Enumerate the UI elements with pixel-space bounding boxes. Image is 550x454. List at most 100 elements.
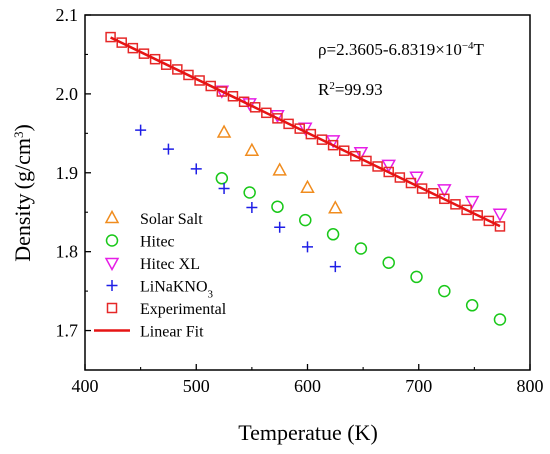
data-point [361, 155, 372, 167]
data-point [439, 193, 450, 205]
data-point [350, 150, 361, 162]
data-point [381, 159, 396, 173]
plot-marks [105, 31, 508, 326]
data-point [215, 172, 229, 185]
data-point [438, 284, 451, 298]
legend: Solar Salt Hitec Hitec XL LiNaKNO3Experimen… [94, 209, 227, 341]
data-point [216, 124, 232, 138]
data-point [394, 172, 406, 183]
data-point [492, 208, 508, 222]
data-point [409, 171, 424, 185]
data-point [298, 122, 313, 136]
legend-item-hitec: Hitec [105, 234, 175, 251]
data-point [294, 123, 305, 134]
data-point [274, 221, 286, 233]
data-point [305, 128, 317, 140]
x-tick-label: 600 [294, 376, 321, 396]
x-axis-title: Temperatue (K) [238, 420, 378, 445]
data-point [243, 186, 256, 199]
data-point [494, 221, 506, 232]
data-point [354, 242, 368, 255]
y-axis-title: Density(g/cm3) [10, 124, 35, 262]
data-point [300, 179, 315, 194]
data-point [410, 270, 423, 284]
legend-label: Hitec XL [140, 256, 200, 273]
series-linakno [135, 124, 341, 273]
data-point [464, 195, 480, 210]
x-tick-label: 800 [517, 376, 544, 396]
x-tick-label: 500 [183, 376, 210, 396]
data-point [205, 80, 216, 92]
data-point [190, 163, 202, 175]
data-point [149, 53, 161, 65]
legend-item-linear-fit: Linear Fit [94, 324, 204, 341]
data-point [427, 188, 439, 199]
series-experimental [105, 31, 506, 232]
data-point [465, 299, 479, 312]
data-point [261, 107, 272, 119]
data-point [316, 134, 328, 145]
data-point [405, 177, 417, 189]
y-tick-label: 2.1 [56, 5, 79, 25]
data-point [138, 48, 150, 59]
data-point [302, 241, 313, 253]
legend-label: Solar Salt [140, 211, 203, 228]
x-tick-label: 700 [405, 376, 432, 396]
legend-label: Hitec [140, 234, 175, 251]
data-point [329, 261, 341, 273]
data-point [194, 75, 205, 86]
series-hitec [215, 172, 507, 326]
legend-label: LiNaKNO3 [140, 279, 214, 301]
series-linear-fit [110, 36, 501, 228]
data-point [382, 256, 395, 269]
legend-marker [106, 302, 118, 314]
data-point [244, 142, 260, 156]
data-point [483, 215, 495, 227]
data-point [162, 143, 174, 155]
legend-item-linakno: LiNaKNO3 [106, 279, 214, 301]
legend-item-experimental: Experimental [106, 301, 227, 318]
data-point [135, 124, 147, 136]
data-point [216, 86, 228, 97]
data-point [493, 313, 507, 326]
annotation-r-squared: R2=99.93 [318, 80, 383, 99]
legend-item-hitec-xl: Hitec XL [104, 256, 200, 273]
data-point [227, 91, 239, 102]
legend-label: Linear Fit [140, 324, 204, 341]
fit-line [110, 36, 501, 228]
data-point [160, 59, 172, 70]
data-point [472, 210, 483, 221]
legend-label: Experimental [140, 301, 227, 318]
legend-item-solar-salt: Solar Salt [104, 209, 203, 228]
annotation-equation: ρ=2.3605-6.8319×10−4T [318, 40, 485, 59]
data-point [299, 213, 312, 227]
data-point [325, 135, 341, 149]
data-point [437, 184, 452, 198]
x-tick-label: 400 [72, 376, 99, 396]
legend-marker [106, 280, 118, 291]
data-point [238, 96, 250, 108]
data-point [338, 145, 350, 156]
legend-marker [105, 234, 119, 247]
data-point [272, 113, 283, 124]
data-point [283, 118, 294, 130]
data-point [383, 166, 394, 178]
data-point [372, 161, 383, 172]
data-point [271, 200, 284, 213]
y-tick-label: 1.8 [56, 242, 79, 262]
axis-ticks: 400 500 600 700 800 1.7 1.8 1.9 2.0 2.1 [56, 5, 544, 396]
data-point [327, 139, 339, 151]
y-tick-label: 1.7 [56, 321, 79, 341]
y-tick-label: 1.9 [56, 163, 79, 183]
data-point [116, 37, 127, 48]
data-point [353, 147, 369, 161]
legend-marker [104, 209, 120, 224]
data-point [183, 69, 194, 81]
data-point [127, 42, 139, 54]
data-point [172, 64, 183, 75]
data-point [326, 228, 340, 241]
data-point [461, 204, 472, 216]
data-point [105, 31, 116, 43]
